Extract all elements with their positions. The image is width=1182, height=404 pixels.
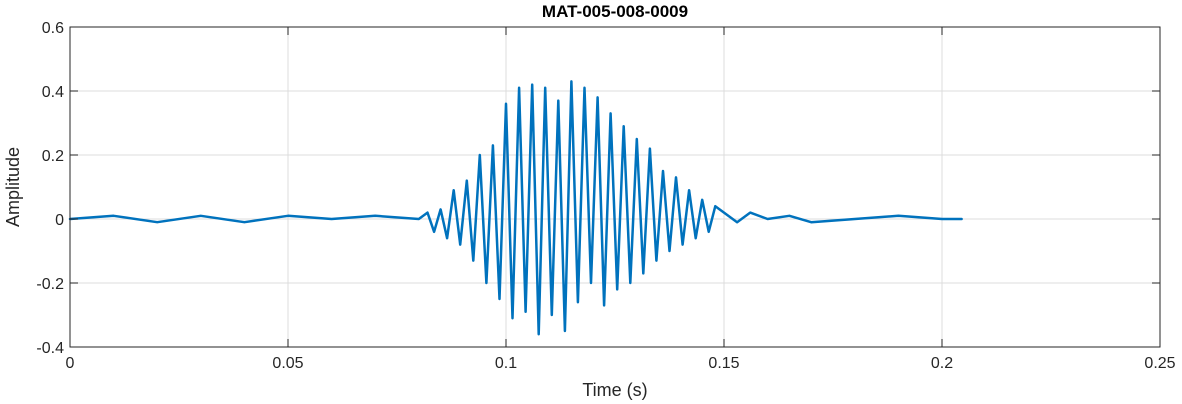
y-tick-label: 0.6: [42, 20, 64, 37]
plot-box: [69, 26, 1161, 348]
y-tick-label: 0.4: [42, 84, 64, 101]
y-tick-label: 0: [55, 212, 64, 229]
x-tick-label: 0: [66, 355, 75, 372]
x-tick-label: 0.2: [931, 355, 953, 372]
y-tick-label: 0.2: [42, 148, 64, 165]
x-tick-label: 0.1: [495, 355, 517, 372]
x-tick-label: 0.05: [272, 355, 303, 372]
y-tick-label: -0.2: [36, 276, 64, 293]
x-tick-label: 0.25: [1144, 355, 1175, 372]
series-layer: [68, 80, 963, 336]
y-axis-label: Amplitude: [3, 147, 23, 227]
x-tick-label: 0.15: [708, 355, 739, 372]
plot-area: [70, 27, 1160, 347]
ticks: 0 0.05 0.1 0.15 0.2 0.25 -0.4 -0.2 0 0.2 0.4 0.6: [36, 20, 1175, 372]
y-tick-label: -0.4: [36, 340, 64, 357]
chart-title: MAT-005-008-0009: [542, 2, 688, 21]
series-line: [68, 80, 963, 336]
x-axis-label: Time (s): [582, 380, 647, 400]
